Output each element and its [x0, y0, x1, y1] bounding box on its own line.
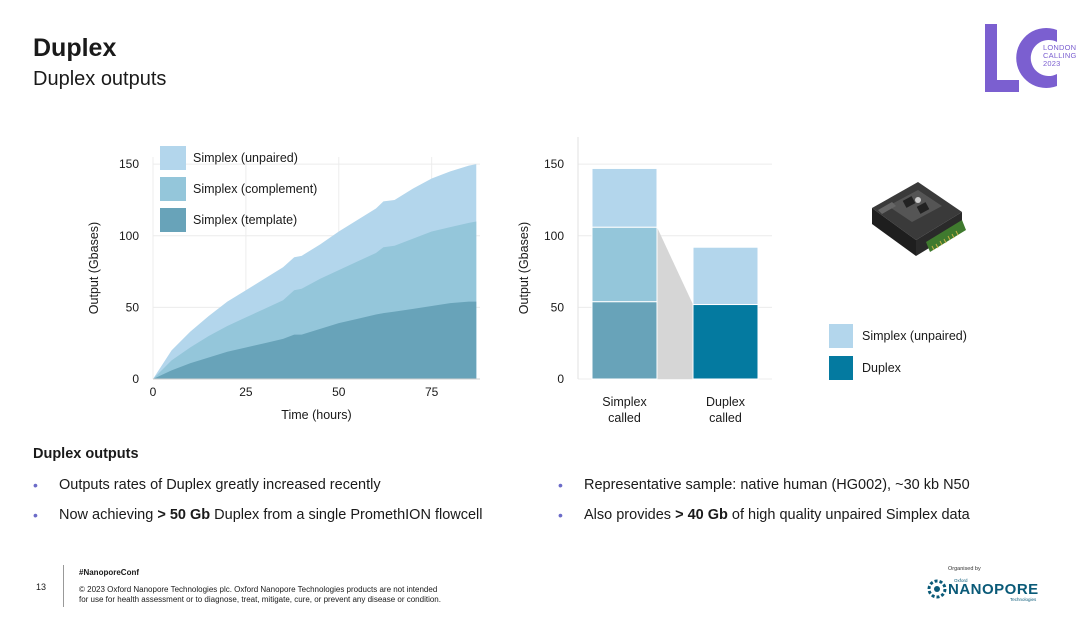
y-tick-label: 0 [132, 372, 139, 386]
copyright-line: for use for health assessment or to diag… [79, 595, 441, 604]
y-tick-label: 100 [119, 229, 139, 243]
x-axis-label: Time (hours) [281, 408, 351, 422]
footer-divider [63, 565, 64, 607]
bar-segment-0-2 [591, 167, 658, 228]
x-category-label: Simplex [602, 395, 647, 409]
flowcell-device-image [872, 182, 966, 256]
bullet-bold: > 50 Gb [157, 507, 211, 523]
x-category-label: called [709, 411, 742, 425]
y-tick-label: 50 [551, 300, 565, 314]
legend-swatch [829, 324, 853, 348]
bar-segment-1-1 [692, 246, 759, 306]
bullet-text: Duplex from a single PromethION flowcell [210, 507, 483, 523]
bar-segment-1-0 [692, 304, 759, 380]
x-tick-label: 50 [332, 385, 346, 399]
legend-swatch-0 [160, 146, 186, 170]
bullet-text: Outputs rates of Duplex greatly increase… [59, 477, 381, 493]
bar-segment-0-1 [591, 226, 658, 303]
legend-swatch-1 [160, 177, 186, 201]
bullet-list-right: Representative sample: native human (HG0… [558, 476, 970, 536]
section-heading: Duplex outputs [33, 446, 139, 462]
bullet-item: Representative sample: native human (HG0… [558, 476, 970, 506]
legend-item-duplex: Duplex [829, 356, 967, 380]
page-number: 13 [36, 582, 47, 592]
bullet-bold: > 40 Gb [675, 507, 728, 523]
legend-swatch-2 [160, 208, 186, 232]
legend-label: Simplex (unpaired) [193, 151, 298, 165]
area-chart: 0 25 50 75 0 50 100 150 Time (hours) Output (Gbas… [87, 146, 480, 422]
legend-label: Simplex (unpaired) [862, 329, 967, 343]
copyright-notice: © 2023 Oxford Nanopore Technologies plc.… [79, 585, 539, 605]
nanopore-oxford: Oxford [954, 578, 968, 583]
x-category-label: Duplex [706, 395, 746, 409]
x-tick-label: 25 [239, 385, 253, 399]
bullet-item: Outputs rates of Duplex greatly increase… [33, 476, 483, 506]
london-calling-logo [985, 24, 1057, 92]
hashtag: #NanoporeConf [79, 568, 139, 577]
nanopore-logo-icon [927, 579, 947, 599]
lc-line1: LONDON [1043, 43, 1077, 52]
x-tick-label: 0 [150, 385, 157, 399]
copyright-line: © 2023 Oxford Nanopore Technologies plc.… [79, 585, 438, 594]
bar-chart-legend: Simplex (unpaired) Duplex [829, 324, 967, 388]
lc-logo-text: LONDON CALLING 2023 [1043, 44, 1077, 68]
y-tick-label: 150 [544, 157, 564, 171]
y-axis-label: Output (Gbases) [517, 222, 531, 314]
lc-line2: CALLING [1043, 51, 1077, 60]
bar-segment-0-0 [591, 301, 658, 380]
oxford-nanopore-logo: NANOPORE Oxford Technologies [926, 578, 1039, 602]
nanopore-technologies: Technologies [1010, 597, 1037, 602]
bullet-text: Also provides [584, 507, 676, 523]
x-category-label: called [608, 411, 641, 425]
x-tick-label: 75 [425, 385, 439, 399]
bullet-text: of high quality unpaired Simplex data [727, 507, 970, 523]
bullet-list-left: Outputs rates of Duplex greatly increase… [33, 476, 483, 536]
y-tick-label: 50 [126, 300, 140, 314]
legend-label: Duplex [862, 361, 901, 375]
bullet-item: Now achieving > 50 Gb Duplex from a sing… [33, 506, 483, 536]
stacked-bar-chart: 0 50 100 150 Output (Gbases) Simplex called Dup… [517, 137, 772, 425]
bullet-text: Representative sample: native human (HG0… [584, 477, 970, 493]
y-tick-label: 150 [119, 157, 139, 171]
bullet-item: Also provides > 40 Gb of high quality un… [558, 506, 970, 536]
y-tick-label: 0 [557, 372, 564, 386]
y-axis-label: Output (Gbases) [87, 222, 101, 314]
bar-connector [657, 227, 693, 379]
legend-item-simplex-unpaired: Simplex (unpaired) [829, 324, 967, 348]
slide-title: Duplex [33, 34, 117, 62]
lc-line3: 2023 [1043, 59, 1061, 68]
legend-swatch [829, 356, 853, 380]
organised-by-label: Organised by [948, 566, 981, 572]
slide-subtitle: Duplex outputs [33, 68, 167, 90]
legend-label: Simplex (template) [193, 213, 297, 227]
bullet-text: Now achieving [59, 507, 158, 523]
y-tick-label: 100 [544, 229, 564, 243]
nanopore-wordmark: NANOPORE [948, 580, 1039, 598]
legend-label: Simplex (complement) [193, 182, 317, 196]
area-series-2 [153, 301, 477, 379]
